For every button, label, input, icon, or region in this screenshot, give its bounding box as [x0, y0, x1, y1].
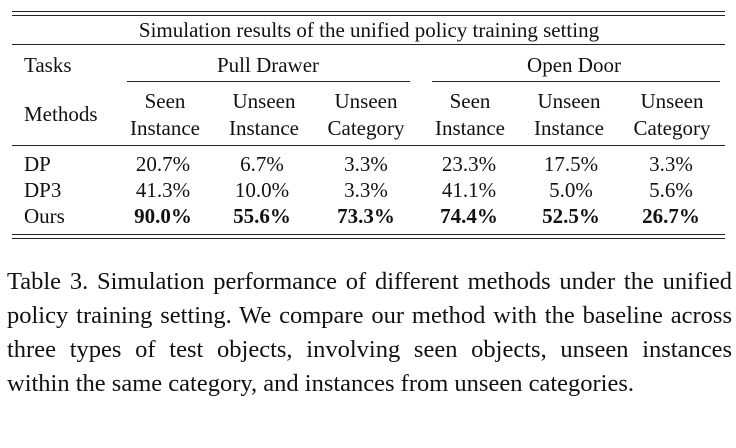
cmidrule-pull-drawer [127, 81, 410, 82]
col-header-5-line-1: Unseen [537, 89, 601, 113]
cell-dp-2: 6.7% [240, 152, 284, 176]
table-caption: Table 3. Simulation performance of diffe… [7, 268, 732, 397]
row-method-ours: Ours [24, 204, 65, 228]
col-header-6-line-2: Category [633, 116, 711, 140]
bottom-rule-2 [12, 238, 725, 240]
cell-ours-1: 90.0% [134, 204, 192, 228]
col-header-3-line-2: Category [327, 116, 405, 140]
methods-label: Methods [24, 102, 98, 126]
cell-dp3-5: 5.0% [549, 178, 593, 202]
cell-dp-5: 17.5% [543, 152, 599, 176]
col-header-2-line-2: Instance [229, 116, 299, 140]
task-group-open-door: Open Door [527, 53, 621, 77]
cell-dp-4: 23.3% [441, 152, 497, 176]
col-header-5-line-2: Instance [534, 116, 604, 140]
cell-ours-4: 74.4% [440, 204, 498, 228]
top-rule-1 [12, 11, 725, 13]
bottom-rule-1 [12, 234, 725, 236]
task-group-pull-drawer: Pull Drawer [216, 53, 320, 77]
col-header-1-line-2: Instance [130, 116, 200, 140]
title-rule [12, 44, 725, 45]
header-rule [12, 145, 725, 146]
cell-ours-6: 26.7% [642, 204, 700, 228]
col-header-1-line-1: Seen [144, 89, 186, 113]
col-header-4-line-2: Instance [435, 116, 505, 140]
results-table: Simulation results of the unified policy… [12, 11, 725, 240]
col-header-3-line-1: Unseen [334, 89, 398, 113]
col-header-4-line-1: Seen [449, 89, 491, 113]
col-header-2-line-1: Unseen [232, 89, 296, 113]
tasks-label: Tasks [24, 53, 72, 77]
cell-dp-6: 3.3% [649, 152, 693, 176]
cell-dp3-1: 41.3% [135, 178, 191, 202]
cell-ours-3: 73.3% [337, 204, 395, 228]
col-header-6-line-1: Unseen [640, 89, 704, 113]
cell-ours-2: 55.6% [233, 204, 291, 228]
cell-dp3-4: 41.1% [441, 178, 497, 202]
cell-ours-5: 52.5% [542, 204, 600, 228]
cell-dp-3: 3.3% [344, 152, 388, 176]
table-title: Simulation results of the unified policy… [138, 18, 600, 42]
top-rule-2 [12, 15, 725, 17]
cmidrule-open-door [432, 81, 720, 82]
cell-dp3-6: 5.6% [649, 178, 693, 202]
row-method-dp3: DP3 [24, 178, 62, 202]
cell-dp-1: 20.7% [135, 152, 191, 176]
row-method-dp: DP [24, 152, 51, 176]
cell-dp3-3: 3.3% [344, 178, 388, 202]
cell-dp3-2: 10.0% [234, 178, 290, 202]
